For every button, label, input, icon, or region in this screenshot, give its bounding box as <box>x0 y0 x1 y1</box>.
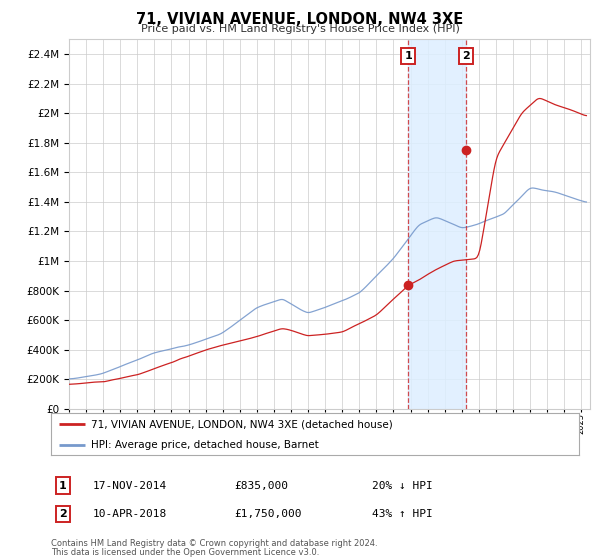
Text: 71, VIVIAN AVENUE, LONDON, NW4 3XE: 71, VIVIAN AVENUE, LONDON, NW4 3XE <box>136 12 464 27</box>
Text: 20% ↓ HPI: 20% ↓ HPI <box>372 480 433 491</box>
Text: 43% ↑ HPI: 43% ↑ HPI <box>372 509 433 519</box>
Text: HPI: Average price, detached house, Barnet: HPI: Average price, detached house, Barn… <box>91 441 319 450</box>
Text: £1,750,000: £1,750,000 <box>234 509 302 519</box>
Text: Contains HM Land Registry data © Crown copyright and database right 2024.: Contains HM Land Registry data © Crown c… <box>51 539 377 548</box>
Text: 1: 1 <box>59 480 67 491</box>
Text: 2: 2 <box>463 51 470 61</box>
Text: This data is licensed under the Open Government Licence v3.0.: This data is licensed under the Open Gov… <box>51 548 319 557</box>
Text: £835,000: £835,000 <box>234 480 288 491</box>
Text: 2: 2 <box>59 509 67 519</box>
Text: 1: 1 <box>404 51 412 61</box>
Text: 10-APR-2018: 10-APR-2018 <box>93 509 167 519</box>
Text: Price paid vs. HM Land Registry's House Price Index (HPI): Price paid vs. HM Land Registry's House … <box>140 24 460 34</box>
Text: 17-NOV-2014: 17-NOV-2014 <box>93 480 167 491</box>
Bar <box>409 39 466 409</box>
Text: 71, VIVIAN AVENUE, LONDON, NW4 3XE (detached house): 71, VIVIAN AVENUE, LONDON, NW4 3XE (deta… <box>91 419 392 429</box>
